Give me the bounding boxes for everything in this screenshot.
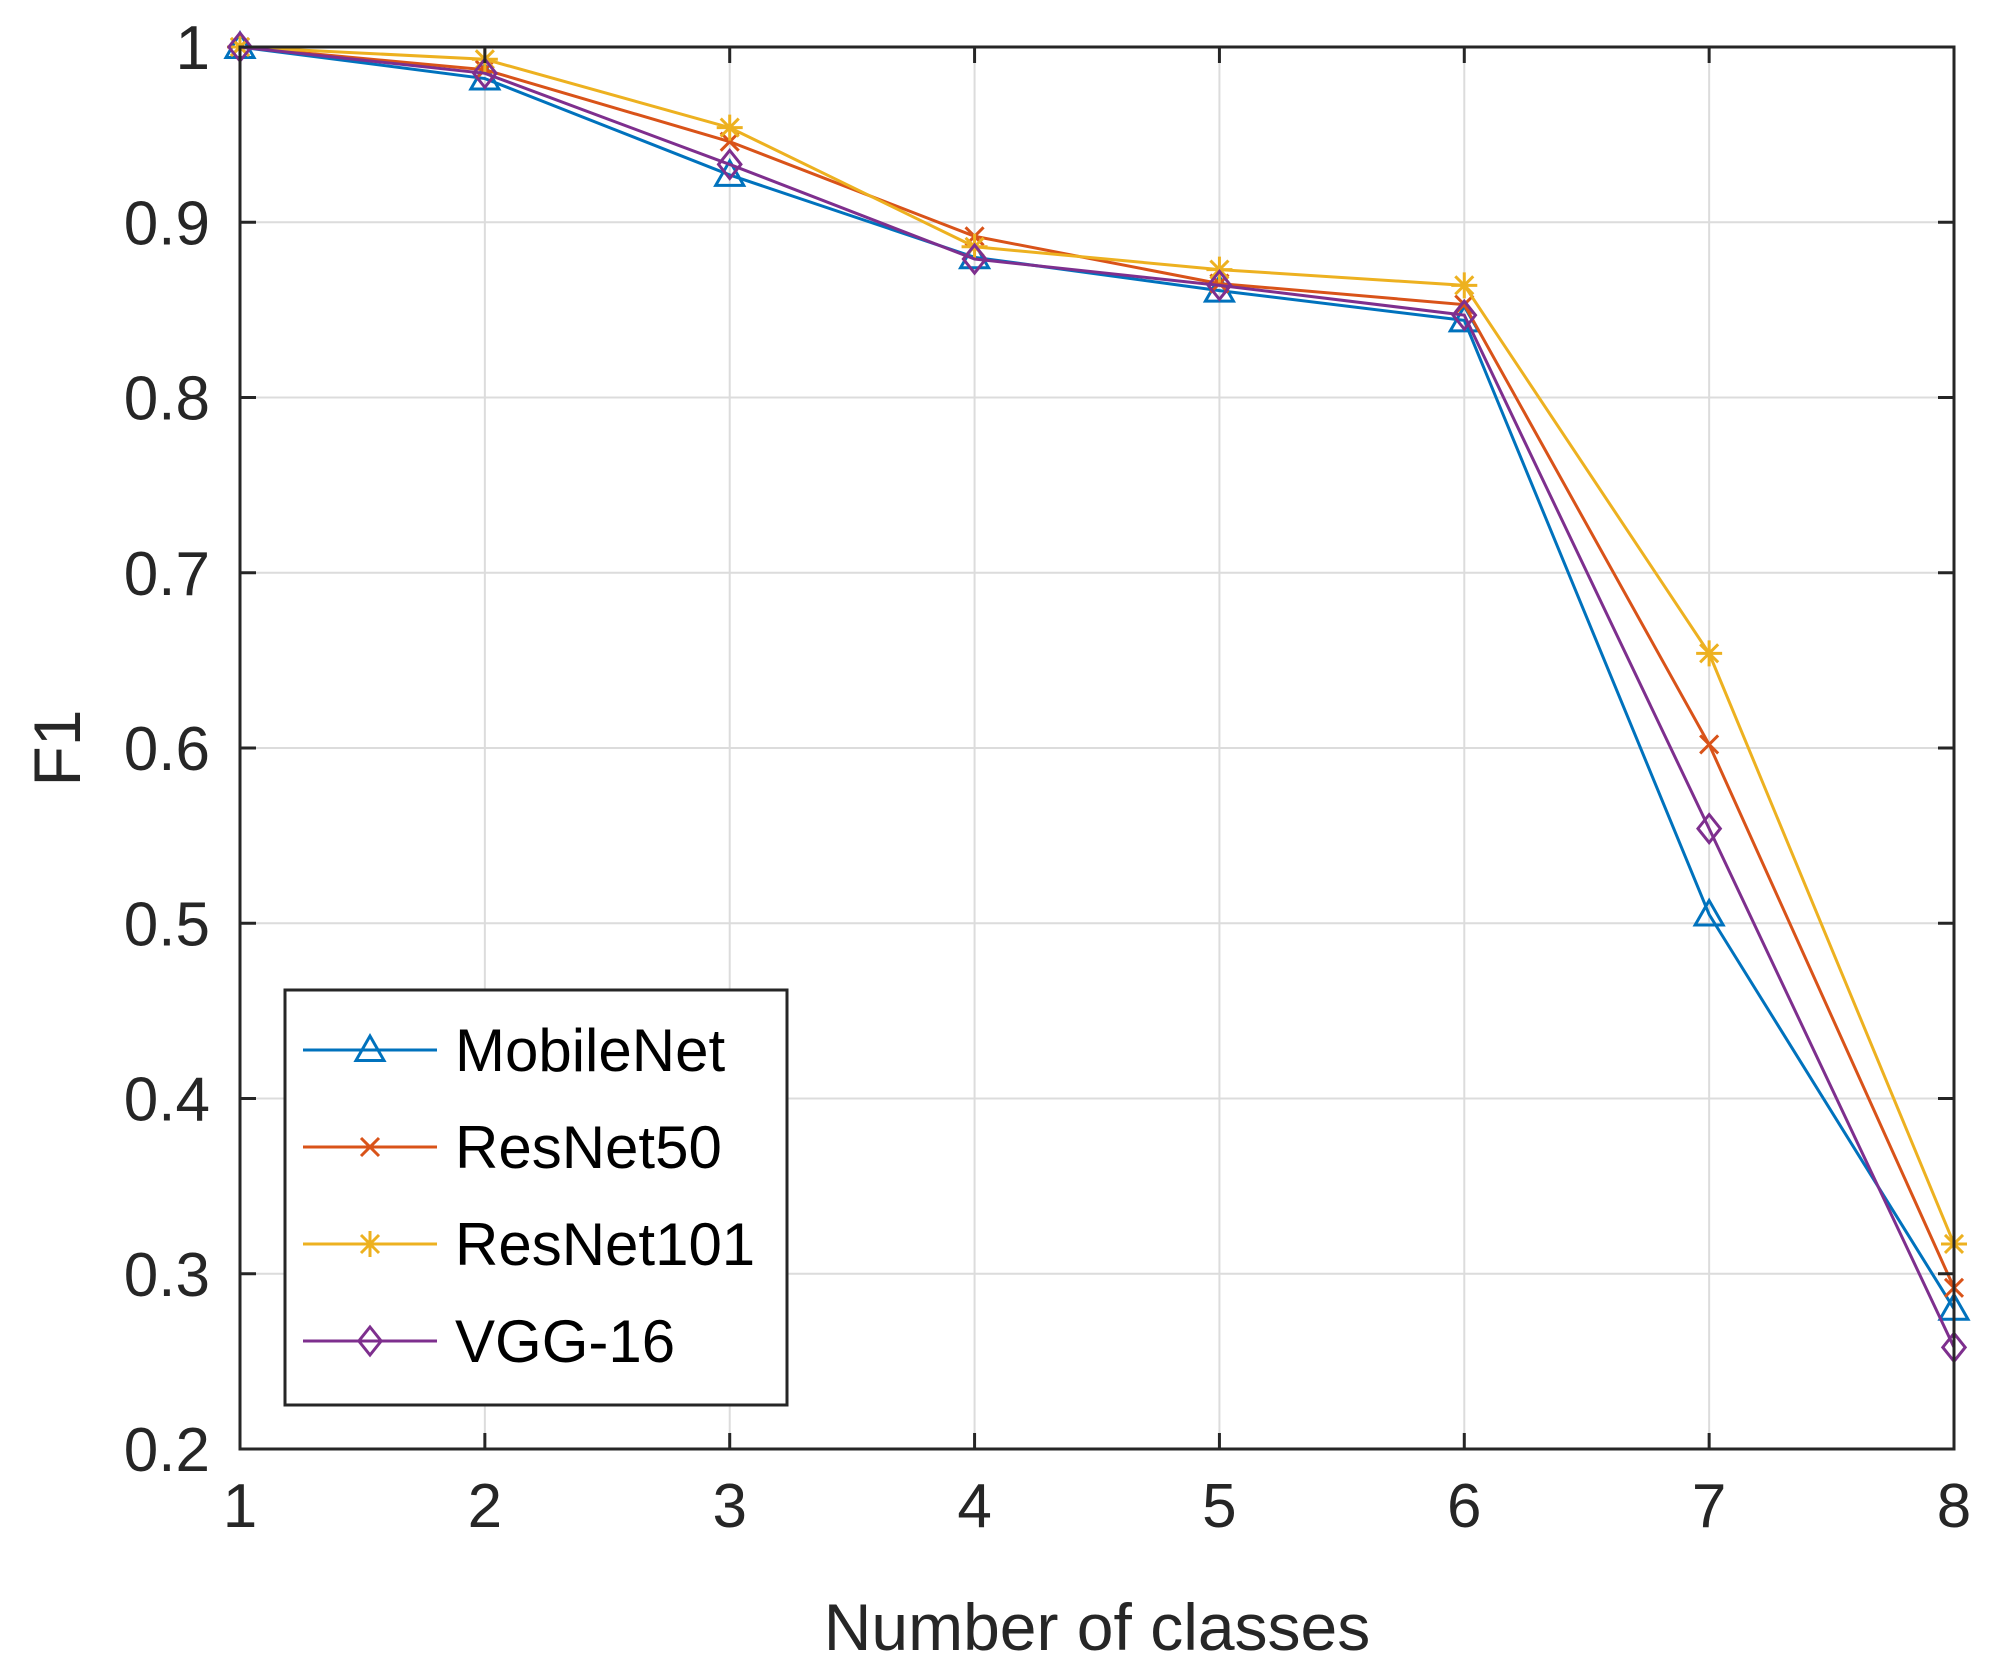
data-point-vgg-16 <box>471 56 498 90</box>
x-tick-label: 7 <box>1692 1472 1726 1541</box>
data-point-mobilenet <box>1692 897 1726 927</box>
y-tick-label: 0.2 <box>124 1416 210 1485</box>
y-tick-label: 1 <box>176 14 210 83</box>
data-point-vgg-16 <box>961 242 988 276</box>
data-point-vgg-16 <box>716 148 743 181</box>
series-layer <box>223 29 1971 1364</box>
legend: MobileNet ResNet50 ResNet101 VGG-16 <box>283 988 789 1407</box>
x-tick-label: 2 <box>468 1472 502 1541</box>
legend-item-resnet101: ResNet101 <box>303 1211 755 1278</box>
x-axis-label: Number of classes <box>824 1590 1371 1662</box>
data-point-vgg-16 <box>1451 298 1478 332</box>
legend-label-vgg-16: VGG-16 <box>455 1308 675 1375</box>
legend-label-mobilenet: MobileNet <box>455 1017 725 1084</box>
series-line-resnet50 <box>239 45 1956 1289</box>
legend-marker-resnet50 <box>359 1136 381 1158</box>
series-line-mobilenet <box>239 45 1956 1310</box>
legend-item-vgg-16: VGG-16 <box>303 1308 675 1375</box>
y-tick-label: 0.6 <box>124 715 210 784</box>
series-line-resnet101 <box>239 45 1956 1245</box>
y-tick-label: 0.9 <box>124 189 210 258</box>
x-tick-label: 5 <box>1202 1472 1236 1541</box>
legend-item-mobilenet: MobileNet <box>303 1017 725 1084</box>
x-tick-label: 1 <box>223 1472 257 1541</box>
y-axis-label: F1 <box>20 709 94 786</box>
x-tick-label: 6 <box>1447 1472 1481 1541</box>
legend-item-resnet50: ResNet50 <box>303 1114 722 1181</box>
y-tick-label: 0.8 <box>124 365 210 434</box>
legend-marker-resnet101 <box>357 1231 383 1257</box>
y-tick-label: 0.5 <box>124 890 210 959</box>
legend-marker-mobilenet <box>353 1032 387 1062</box>
x-tick-label: 4 <box>957 1472 991 1541</box>
data-point-resnet101 <box>1696 640 1723 667</box>
data-point-mobilenet <box>713 157 747 187</box>
y-tick-label: 0.3 <box>124 1241 210 1310</box>
legend-label-resnet101: ResNet101 <box>455 1211 755 1278</box>
data-point-resnet50 <box>1699 734 1720 755</box>
legend-marker-vgg-16 <box>356 1324 384 1358</box>
y-tick-labels: 0.2 0.3 0.4 0.5 0.6 0.7 0.8 0.9 1 <box>124 14 210 1485</box>
data-point-vgg-16 <box>1206 268 1233 302</box>
legend-label-resnet50: ResNet50 <box>455 1114 722 1181</box>
data-point-resnet101 <box>716 114 743 141</box>
y-tick-label: 0.7 <box>124 540 210 609</box>
data-point-vgg-16 <box>1696 812 1723 846</box>
series-line-vgg-16 <box>239 45 1956 1348</box>
x-tick-labels: 1 2 3 4 5 6 7 8 <box>223 1472 1971 1541</box>
x-tick-label: 3 <box>712 1472 746 1541</box>
data-point-resnet101 <box>1451 272 1478 299</box>
y-tick-label: 0.4 <box>124 1066 210 1135</box>
tick-marks <box>238 45 1956 1451</box>
x-tick-label: 8 <box>1937 1472 1971 1541</box>
